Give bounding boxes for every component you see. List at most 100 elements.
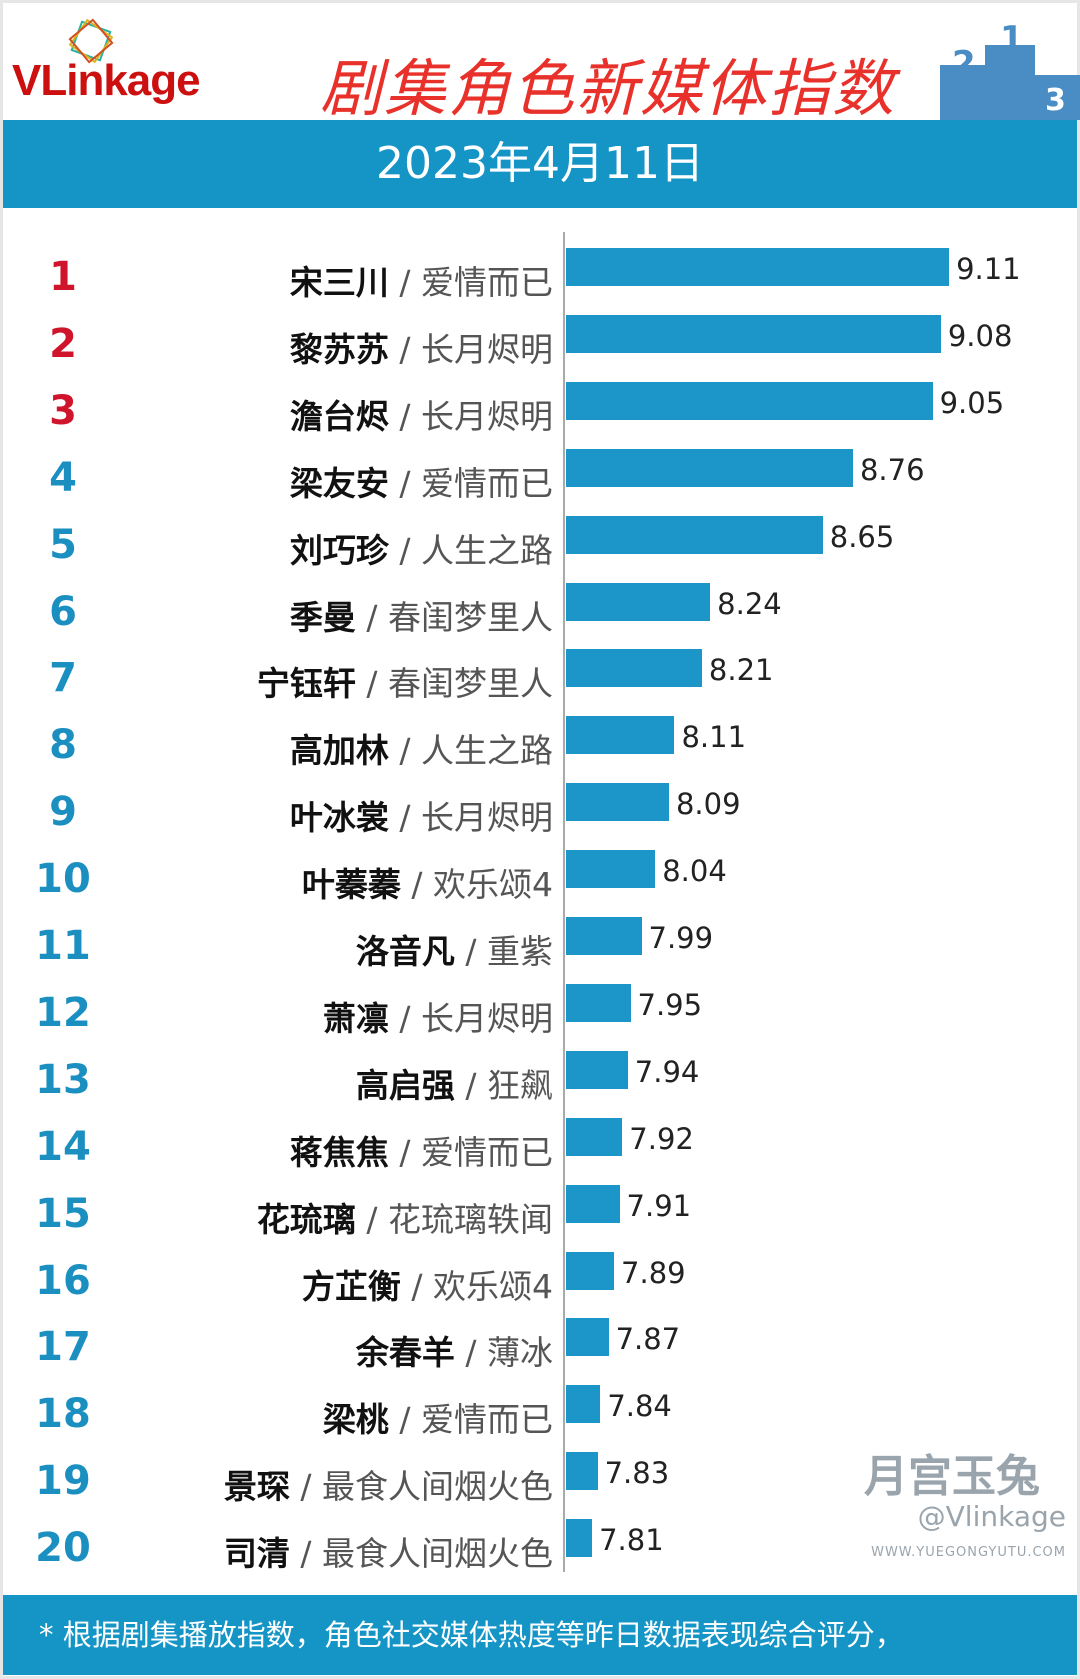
show-name: 春闺梦里人 bbox=[388, 597, 553, 637]
show-name: 薄冰 bbox=[487, 1333, 553, 1373]
rank-number: 1 bbox=[49, 254, 77, 300]
separator: / bbox=[388, 1132, 421, 1172]
row-label: 高启强 / 狂飙 bbox=[356, 1059, 553, 1107]
row-label: 洛音凡 / 重紫 bbox=[356, 925, 553, 973]
rank-number: 20 bbox=[35, 1525, 91, 1572]
bar bbox=[566, 783, 669, 822]
chart-row: 19 景琛 / 最食人间烟火色 7.83 bbox=[0, 1452, 1080, 1512]
value-label: 9.08 bbox=[947, 318, 1013, 353]
character-name: 方芷衡 bbox=[301, 1266, 401, 1306]
chart-row: 14 蒋焦焦 / 爱情而已 7.92 bbox=[0, 1117, 1080, 1178]
rank-number: 5 bbox=[49, 521, 77, 568]
show-name: 春闺梦里人 bbox=[388, 664, 553, 704]
row-label: 蒋焦焦 / 爱情而已 bbox=[290, 1126, 553, 1174]
bar bbox=[566, 1385, 601, 1424]
value-label: 8.24 bbox=[717, 586, 782, 621]
value-label: 8.65 bbox=[829, 519, 895, 554]
rank-number: 19 bbox=[35, 1458, 91, 1505]
show-name: 欢乐颂4 bbox=[433, 1266, 553, 1306]
chart-row: 20 司清 / 最食人间烟火色 7.81 bbox=[0, 1519, 1080, 1579]
row-label: 刘巧珍 / 人生之路 bbox=[290, 524, 553, 572]
bar bbox=[566, 1050, 628, 1089]
bar bbox=[566, 983, 631, 1022]
rank-number: 7 bbox=[49, 655, 77, 702]
rank-number: 6 bbox=[49, 588, 77, 635]
watermark-handle: @Vlinkage bbox=[917, 1500, 1066, 1533]
separator: / bbox=[289, 1534, 322, 1574]
chart-row: 6 季曼 / 春闺梦里人 8.24 bbox=[0, 582, 1080, 643]
separator: / bbox=[388, 396, 421, 436]
bar bbox=[566, 1318, 609, 1357]
show-name: 爱情而已 bbox=[421, 1400, 553, 1440]
chart-row: 16 方芷衡 / 欢乐颂4 7.89 bbox=[0, 1251, 1080, 1312]
row-label: 梁友安 / 爱情而已 bbox=[290, 457, 553, 505]
show-name: 爱情而已 bbox=[421, 1132, 553, 1172]
chart-row: 5 刘巧珍 / 人生之路 8.65 bbox=[0, 515, 1080, 576]
chart-row: 10 叶蓁蓁 / 欢乐颂4 8.04 bbox=[0, 850, 1080, 910]
value-label: 9.11 bbox=[956, 252, 1021, 286]
bar bbox=[566, 1117, 623, 1156]
bar bbox=[566, 381, 933, 420]
character-name: 季曼 bbox=[289, 597, 356, 637]
value-label: 9.05 bbox=[939, 385, 1005, 420]
chart-row: 9 叶冰裳 / 长月烬明 8.09 bbox=[0, 783, 1080, 843]
chart-axis bbox=[563, 232, 565, 1572]
row-label: 宋三川 / 爱情而已 bbox=[290, 256, 553, 304]
value-label: 7.87 bbox=[615, 1322, 681, 1357]
rank-number: 10 bbox=[35, 856, 91, 903]
bar bbox=[566, 850, 656, 889]
rank-number: 13 bbox=[35, 1056, 91, 1103]
separator: / bbox=[388, 329, 421, 369]
character-name: 叶蓁蓁 bbox=[301, 865, 401, 905]
row-label: 季曼 / 春闺梦里人 bbox=[290, 591, 553, 639]
value-label: 8.11 bbox=[681, 720, 747, 755]
separator: / bbox=[400, 865, 433, 905]
bar bbox=[566, 917, 642, 955]
chart-row: 13 高启强 / 狂飙 7.94 bbox=[0, 1050, 1080, 1111]
row-label: 宁钰轩 / 春闺梦里人 bbox=[257, 657, 553, 705]
row-label: 叶冰裳 / 长月烬明 bbox=[290, 791, 553, 839]
chart-row: 2 黎苏苏 / 长月烬明 9.08 bbox=[0, 314, 1080, 375]
chart-row: 12 萧凛 / 长月烬明 7.95 bbox=[0, 983, 1080, 1044]
rank-number: 11 bbox=[35, 923, 91, 969]
value-label: 7.89 bbox=[621, 1255, 686, 1290]
character-name: 澹台烬 bbox=[289, 396, 389, 436]
separator: / bbox=[355, 1199, 388, 1239]
bar bbox=[566, 1184, 620, 1223]
row-label: 方芷衡 / 欢乐颂4 bbox=[302, 1260, 553, 1308]
character-name: 高加林 bbox=[289, 731, 389, 771]
show-name: 长月烬明 bbox=[421, 998, 553, 1038]
separator: / bbox=[388, 263, 421, 302]
separator: / bbox=[355, 664, 388, 704]
row-label: 叶蓁蓁 / 欢乐颂4 bbox=[302, 858, 553, 906]
show-name: 最食人间烟火色 bbox=[322, 1467, 553, 1507]
character-name: 花琉璃 bbox=[256, 1199, 356, 1239]
separator: / bbox=[388, 798, 421, 838]
logo-text: VLinkage bbox=[12, 56, 201, 105]
value-label: 8.21 bbox=[708, 653, 774, 688]
footer-note: * 根据剧集播放指数，角色社交媒体热度等昨日数据表现综合评分， bbox=[3, 1595, 1077, 1675]
character-name: 刘巧珍 bbox=[289, 530, 389, 570]
character-name: 蒋焦焦 bbox=[289, 1132, 389, 1172]
character-name: 景琛 bbox=[223, 1467, 290, 1507]
bar bbox=[566, 649, 702, 688]
chart-row: 8 高加林 / 人生之路 8.11 bbox=[0, 716, 1080, 776]
row-label: 澹台烬 / 长月烬明 bbox=[290, 390, 553, 438]
character-name: 余春羊 bbox=[355, 1333, 455, 1373]
show-name: 欢乐颂4 bbox=[433, 865, 553, 905]
character-name: 黎苏苏 bbox=[289, 329, 389, 369]
bar bbox=[566, 1251, 615, 1290]
chart-row: 4 梁友安 / 爱情而已 8.76 bbox=[0, 448, 1080, 509]
character-name: 高启强 bbox=[355, 1065, 455, 1105]
show-name: 花琉璃轶闻 bbox=[388, 1199, 553, 1239]
separator: / bbox=[388, 463, 421, 503]
rank-number: 14 bbox=[35, 1123, 91, 1170]
separator: / bbox=[454, 932, 487, 971]
character-name: 梁桃 bbox=[322, 1400, 389, 1440]
value-label: 7.81 bbox=[599, 1523, 664, 1558]
bar bbox=[566, 448, 853, 487]
value-label: 7.91 bbox=[626, 1188, 692, 1223]
separator: / bbox=[388, 731, 421, 771]
bar bbox=[566, 314, 941, 353]
bar bbox=[566, 716, 675, 755]
